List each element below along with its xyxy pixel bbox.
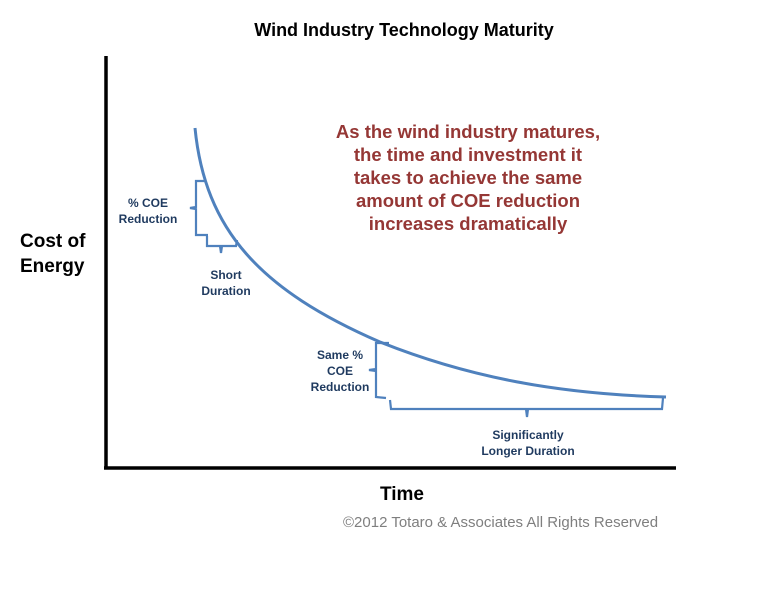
x-axis-label: Time — [380, 484, 425, 505]
callout-line: amount of COE reduction — [355, 190, 581, 211]
early-reduction-label: % COE Reduction — [108, 195, 188, 227]
callout-line: increases dramatically — [368, 213, 568, 234]
late-duration-label: Significantly Longer Duration — [458, 427, 598, 459]
chart-title: Wind Industry Technology Maturity — [254, 20, 554, 40]
y-axis-label-line: Energy — [20, 256, 85, 277]
y-axis-label-line: Cost of — [20, 231, 86, 252]
copyright-notice: ©2012 Totaro & Associates All Rights Res… — [343, 514, 659, 531]
label-line: Longer Duration — [481, 444, 575, 458]
y-axis-label: Cost of Energy — [20, 229, 85, 279]
early-duration-label: Short Duration — [196, 267, 256, 299]
label-line: Reduction — [118, 212, 178, 226]
label-line: Short — [210, 268, 242, 282]
label-line: Reduction — [310, 380, 370, 394]
early-duration-bracket — [205, 236, 239, 254]
callout-line: As the wind industry matures, — [335, 121, 601, 142]
label-line: % COE — [127, 196, 168, 210]
label-line: Significantly — [492, 428, 564, 442]
label-line: Same % — [316, 348, 364, 362]
callout-text: As the wind industry matures, the time a… — [318, 120, 618, 235]
label-line: Duration — [201, 284, 251, 298]
late-reduction-bracket — [368, 341, 389, 400]
callout-line: takes to achieve the same — [353, 167, 583, 188]
late-duration-bracket — [388, 397, 665, 418]
early-reduction-bracket — [189, 179, 208, 237]
label-line: COE — [326, 364, 353, 378]
late-reduction-label: Same % COE Reduction — [300, 347, 380, 395]
callout-line: the time and investment it — [353, 144, 583, 165]
